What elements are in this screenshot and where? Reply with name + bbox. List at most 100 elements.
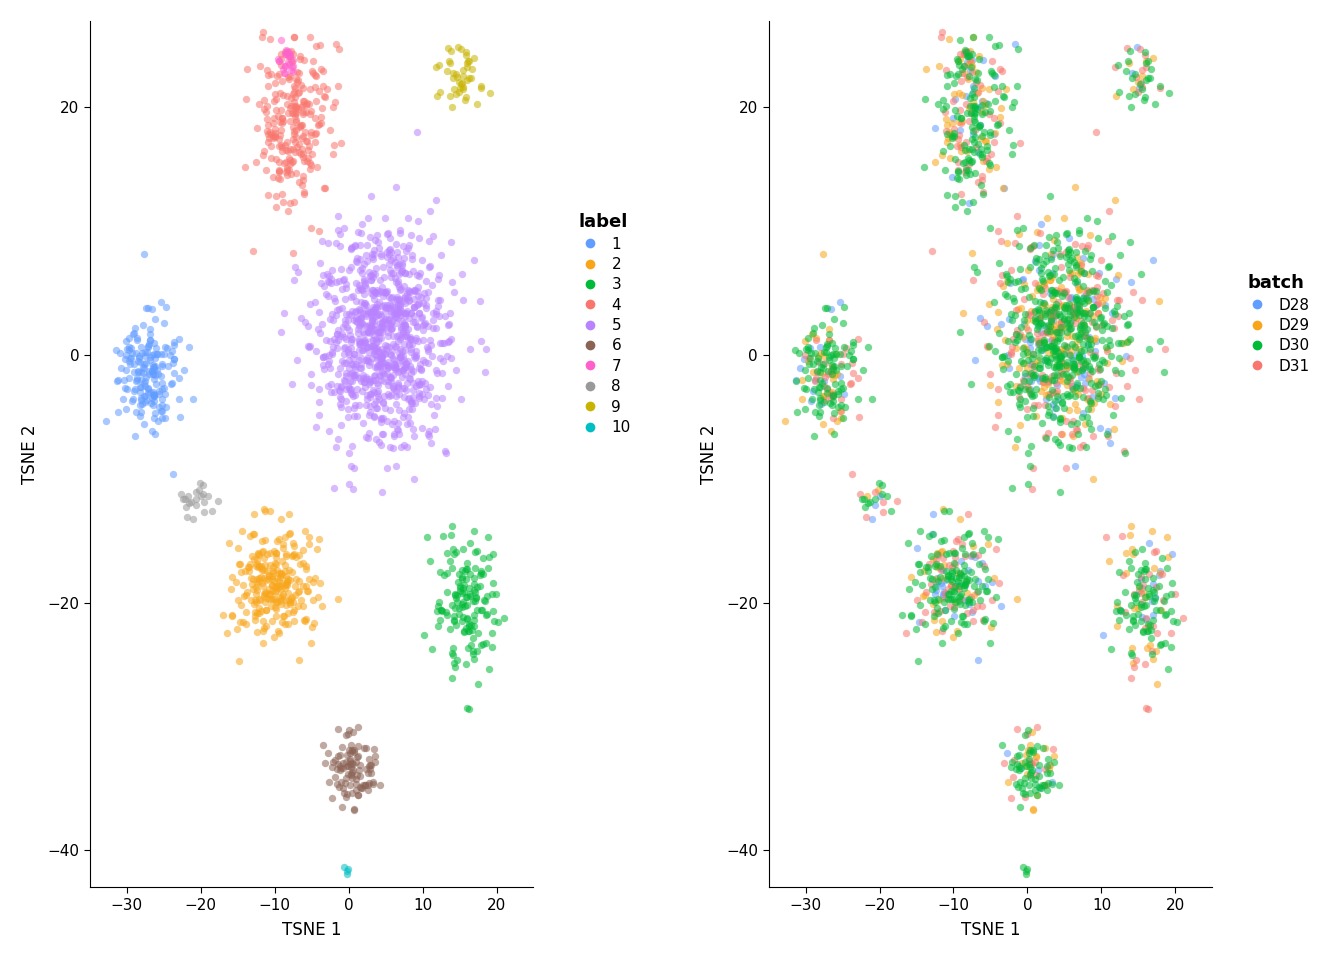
Point [1077,391,1098,406]
Point [367,386,388,401]
Point [1126,39,1148,55]
Point [478,661,500,677]
Point [1025,381,1047,396]
Point [949,123,970,138]
Point [1005,366,1027,381]
Point [360,273,382,288]
Point [466,579,488,594]
Point [305,68,327,84]
Point [345,409,367,424]
Point [812,388,833,403]
Point [1021,481,1043,496]
Point [140,352,161,368]
Point [300,338,321,353]
Point [1079,228,1101,243]
Point [329,379,351,395]
Point [394,250,415,265]
Point [376,283,398,299]
Point [1079,358,1101,373]
Point [1134,656,1156,671]
Point [453,577,474,592]
Point [1077,322,1098,337]
Point [1089,356,1110,372]
Point [1054,300,1075,315]
Point [390,348,411,363]
Point [962,29,984,44]
Point [1066,289,1087,304]
Point [378,359,399,374]
Point [247,559,269,574]
Point [945,91,966,107]
Point [383,352,405,368]
Point [353,374,375,390]
Point [356,237,378,252]
Point [943,579,965,594]
Point [327,777,348,792]
Point [362,310,383,325]
Point [175,492,196,507]
Point [1138,587,1160,602]
Point [1118,88,1140,104]
Point [379,370,401,385]
Point [406,298,427,313]
Point [142,361,164,376]
Point [1113,335,1134,350]
Point [386,316,407,331]
Point [121,394,142,409]
Point [1058,317,1079,332]
Point [388,402,410,418]
Point [356,397,378,413]
Point [1074,327,1095,343]
Point [271,110,293,126]
Point [363,317,384,332]
Point [1074,306,1095,322]
Point [399,415,421,430]
Point [823,388,844,403]
Point [331,761,352,777]
Point [265,584,286,599]
Point [164,334,185,349]
Point [1059,322,1081,337]
Point [141,363,163,378]
Point [153,347,175,362]
Point [1118,621,1140,636]
Point [293,6,314,21]
Point [458,702,480,717]
Point [265,599,286,614]
Point [1111,354,1133,370]
Point [1040,338,1062,353]
Point [952,61,973,77]
Point [961,86,982,102]
Point [829,392,851,407]
Point [366,340,387,355]
Point [1154,606,1176,621]
Point [142,347,164,362]
Point [1019,386,1040,401]
Point [294,314,316,329]
Point [966,136,988,152]
Point [954,549,976,564]
Point [962,273,984,288]
Point [277,605,298,620]
Point [933,532,954,547]
Point [942,110,964,126]
Point [1042,246,1063,261]
Point [452,594,473,610]
Point [1035,302,1056,318]
Point [329,239,351,254]
Point [1039,304,1060,320]
Point [1082,471,1103,487]
Point [285,114,306,130]
Point [112,392,133,407]
Point [293,52,314,67]
Point [1090,310,1111,325]
Point [262,583,284,598]
Point [425,421,446,437]
Point [382,298,403,313]
Point [398,331,419,347]
Point [329,399,351,415]
Point [374,355,395,371]
Point [358,376,379,392]
Point [949,324,970,340]
Point [1000,346,1021,361]
